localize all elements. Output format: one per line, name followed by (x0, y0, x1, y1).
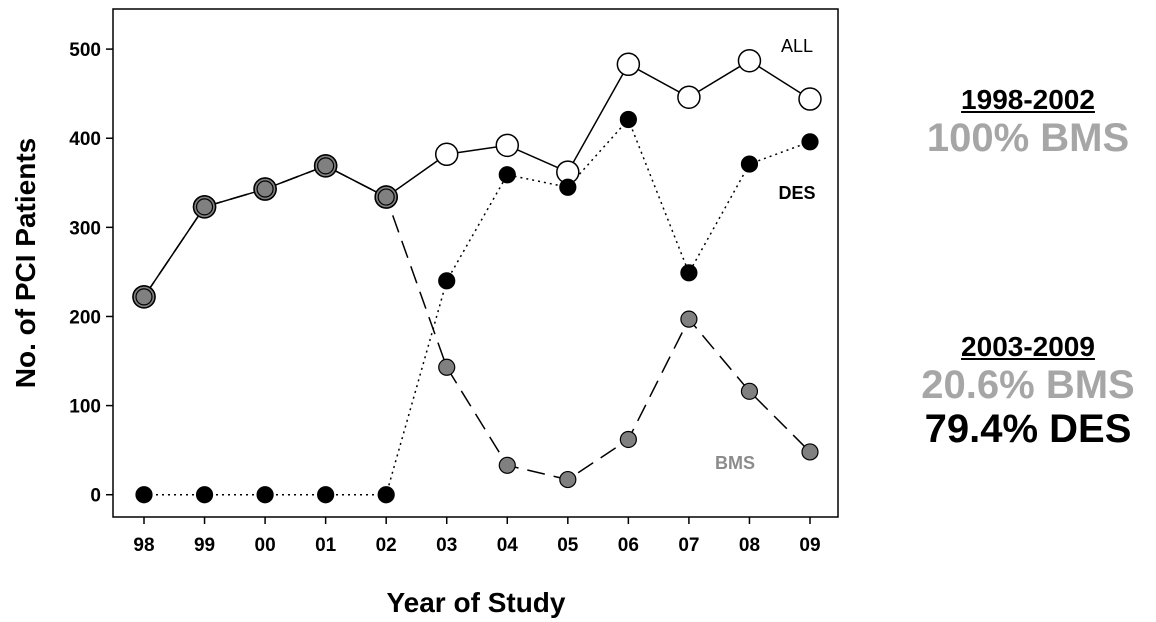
point-des-02 (378, 487, 394, 503)
x-tick-label: 04 (497, 535, 519, 556)
y-axis: 0 100 200 300 400 500 (69, 40, 113, 507)
point-bms-06 (620, 431, 636, 447)
stats-period-label: 2003-2009 (900, 331, 1156, 363)
point-des-98 (136, 487, 152, 503)
stats-period-label: 1998-2002 (900, 84, 1156, 116)
stats-des-share: 79.4% DES (900, 407, 1156, 451)
point-bms-98 (133, 286, 155, 308)
point-des-00 (257, 487, 273, 503)
x-tick-label: 98 (133, 535, 154, 556)
point-all-04 (496, 134, 518, 156)
x-tick-label: 00 (255, 535, 276, 556)
y-tick-label: 200 (69, 307, 101, 328)
x-tick-label: 08 (739, 535, 760, 556)
x-tick-label: 09 (799, 535, 820, 556)
stats-bms-share: 20.6% BMS (900, 363, 1156, 407)
series-label-des: DES (778, 183, 815, 203)
point-bms-09 (802, 444, 818, 460)
series-layer (133, 50, 821, 503)
point-des-04 (499, 167, 515, 183)
point-all-03 (436, 143, 458, 165)
point-des-01 (318, 487, 334, 503)
y-tick-label: 500 (69, 40, 101, 61)
x-tick-label: 05 (557, 535, 579, 556)
x-tick-label: 03 (436, 535, 457, 556)
x-tick-label: 99 (194, 535, 215, 556)
point-all-08 (738, 50, 760, 72)
series-line-des (144, 120, 810, 495)
point-des-09 (802, 134, 818, 150)
point-bms-05 (560, 472, 576, 488)
series-line-bms (144, 166, 810, 480)
point-des-06 (620, 112, 636, 128)
point-bms-00 (254, 178, 276, 200)
x-tick-label: 01 (315, 535, 337, 556)
y-tick-label: 300 (69, 218, 101, 239)
point-bms-02 (375, 186, 397, 208)
series-label-all: ALL (781, 36, 813, 56)
series-line-all (144, 61, 810, 297)
x-tick-label: 06 (618, 535, 639, 556)
point-all-07 (678, 86, 700, 108)
y-tick-label: 400 (69, 129, 101, 150)
y-tick-label: 100 (69, 397, 101, 418)
point-des-07 (681, 265, 697, 281)
point-bms-04 (499, 457, 515, 473)
point-bms-01 (315, 155, 337, 177)
point-all-06 (617, 53, 639, 75)
x-axis-title: Year of Study (387, 587, 566, 618)
x-tick-label: 02 (376, 535, 397, 556)
x-axis: 98 99 00 01 02 03 04 05 06 07 08 09 (133, 517, 820, 556)
stats-1998-2002: 1998-2002 100% BMS (900, 84, 1156, 160)
plot-frame (113, 9, 838, 517)
point-bms-07 (681, 311, 697, 327)
point-bms-08 (741, 383, 757, 399)
series-label-bms: BMS (715, 453, 755, 473)
point-all-09 (799, 88, 821, 110)
point-des-99 (197, 487, 213, 503)
point-bms-99 (194, 196, 216, 218)
stats-bms-share: 100% BMS (900, 116, 1156, 160)
point-des-08 (741, 156, 757, 172)
x-tick-label: 07 (678, 535, 699, 556)
point-des-03 (439, 273, 455, 289)
y-axis-title: No. of PCI Patients (10, 138, 41, 388)
y-tick-label: 0 (90, 486, 101, 507)
point-des-05 (560, 179, 576, 195)
pci-line-chart: 0 100 200 300 400 500 98 99 00 01 02 03 04 05 06 07 08 0… (0, 0, 890, 622)
stats-2003-2009: 2003-2009 20.6% BMS 79.4% DES (900, 331, 1156, 451)
point-bms-03 (439, 359, 455, 375)
